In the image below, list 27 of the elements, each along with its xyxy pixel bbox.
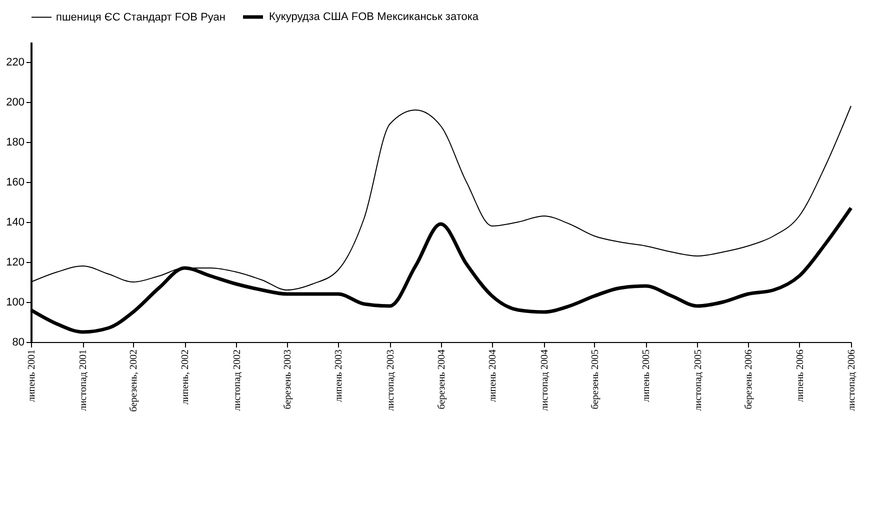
x-tick-label: березень 2003 — [282, 350, 294, 410]
x-tick-label: липень 2001 — [26, 350, 38, 402]
x-tick-label: березень 2004 — [436, 350, 448, 410]
y-tick-label: 220 — [6, 56, 24, 68]
x-tick-label: листопад 2003 — [385, 350, 396, 411]
x-tick-label: березень 2006 — [743, 350, 754, 410]
y-tick-label: 100 — [6, 296, 24, 308]
y-tick-label: 160 — [6, 176, 24, 188]
x-tick-label: листопад 2006 — [846, 350, 858, 411]
x-tick-label: листопад 2001 — [78, 350, 90, 411]
y-tick-label: 180 — [6, 136, 24, 148]
x-tick-label: липень 2003 — [334, 350, 345, 402]
x-tick-label: липень 2004 — [488, 350, 499, 402]
legend-label: пшениця ЄС Стандарт FOB Руан — [56, 11, 226, 24]
x-tick-label: липень 2006 — [794, 350, 806, 402]
x-tick-label: березень, 2002 — [128, 350, 140, 412]
x-tick-label: листопад 2002 — [232, 350, 243, 411]
x-tick-label: липень 2005 — [641, 350, 652, 402]
y-tick-label: 200 — [6, 96, 24, 108]
x-tick-label: липень, 2002 — [180, 350, 192, 405]
x-tick-label: листопад 2005 — [692, 350, 704, 411]
x-tick-label: листопад 2004 — [539, 350, 550, 411]
y-tick-label: 120 — [6, 256, 24, 268]
y-tick-label: 140 — [6, 216, 24, 228]
legend-label: Кукурудза США FOB Мексиканськ затока — [269, 11, 480, 23]
x-tick-label: березень 2005 — [590, 350, 601, 410]
y-tick-label: 80 — [12, 336, 24, 348]
